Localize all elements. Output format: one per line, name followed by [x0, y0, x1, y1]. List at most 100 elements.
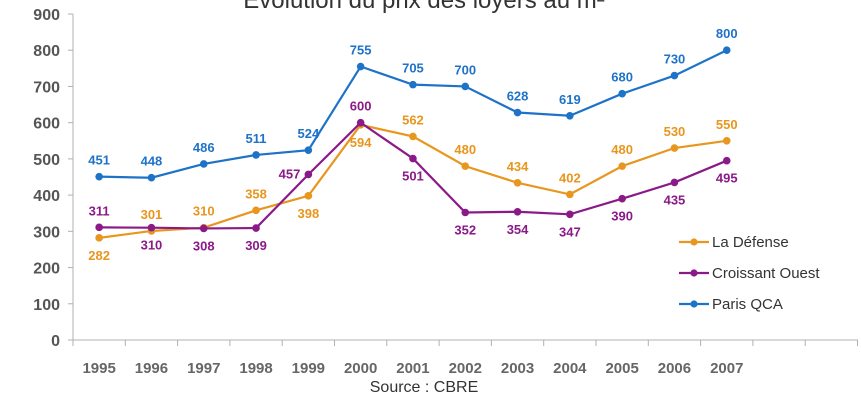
data-label-croissant-ouest: 501 — [402, 169, 424, 184]
data-label-paris-qca: 705 — [402, 61, 424, 76]
x-tick-label: 1998 — [239, 360, 272, 377]
x-tick-label: 2007 — [710, 360, 743, 377]
data-label-croissant-ouest: 354 — [507, 222, 529, 237]
data-label-la-d-fense: 434 — [507, 159, 529, 174]
chart-title: Evolution du prix des loyers au m² — [243, 0, 605, 14]
data-point-croissant-ouest — [304, 170, 313, 179]
data-point-la-d-fense — [513, 178, 522, 187]
y-tick-label: 300 — [33, 224, 60, 241]
x-tick-label: 1995 — [82, 360, 115, 377]
data-point-la-d-fense — [670, 144, 679, 152]
data-label-croissant-ouest: 308 — [193, 238, 215, 253]
data-point-la-d-fense — [722, 136, 731, 145]
data-point-paris-qca — [95, 172, 103, 181]
data-labels: 282 301 310 358 398 594 562 480 434 402 480 530 550 3… — [88, 26, 737, 263]
legend-marker-croissant-ouest — [690, 269, 698, 277]
data-label-paris-qca: 755 — [350, 43, 372, 58]
y-tick-label: 500 — [33, 152, 60, 169]
data-label-la-d-fense: 301 — [141, 207, 163, 222]
data-point-la-d-fense — [461, 162, 470, 170]
data-point-paris-qca — [199, 160, 208, 168]
data-label-paris-qca: 451 — [88, 153, 110, 168]
y-tick-label: 900 — [33, 7, 60, 24]
x-tick-label: 2006 — [658, 360, 691, 377]
data-point-croissant-ouest — [252, 224, 260, 232]
data-point-croissant-ouest — [513, 207, 522, 216]
data-label-paris-qca: 448 — [141, 154, 163, 169]
data-label-croissant-ouest: 310 — [141, 238, 163, 253]
data-label-croissant-ouest: 347 — [559, 224, 581, 239]
data-label-la-d-fense: 480 — [454, 142, 476, 157]
x-tick-label: 1999 — [292, 360, 325, 377]
data-label-croissant-ouest: 435 — [664, 192, 686, 207]
chart-source: Source : CBRE — [370, 379, 478, 396]
data-point-croissant-ouest — [409, 154, 417, 163]
data-label-croissant-ouest: 309 — [245, 238, 267, 253]
data-point-croissant-ouest — [356, 118, 365, 127]
data-label-la-d-fense: 398 — [297, 206, 319, 221]
data-label-la-d-fense: 282 — [88, 248, 110, 263]
data-point-croissant-ouest — [147, 223, 156, 232]
data-label-paris-qca: 700 — [454, 62, 476, 77]
data-point-paris-qca — [252, 151, 260, 159]
data-point-croissant-ouest — [722, 156, 731, 165]
data-point-croissant-ouest — [670, 178, 679, 187]
legend-marker-paris-qca — [690, 300, 698, 308]
y-tick-label: 400 — [33, 188, 60, 205]
data-point-la-d-fense — [304, 192, 313, 200]
data-point-la-d-fense — [566, 190, 574, 199]
y-tick-label: 0 — [51, 333, 60, 350]
data-point-croissant-ouest — [95, 223, 103, 232]
data-point-paris-qca — [409, 80, 417, 89]
data-label-paris-qca: 680 — [611, 70, 633, 85]
y-tick-label: 700 — [33, 79, 60, 96]
legend-label-la-d-fense: La Défense — [712, 234, 789, 251]
data-label-la-d-fense: 310 — [193, 204, 215, 219]
x-ticks: 1995 1996 1997 1998 1999 2000 2001 2002 2003 2004… — [72, 340, 858, 377]
data-label-croissant-ouest: 495 — [716, 171, 738, 186]
data-point-la-d-fense — [618, 162, 626, 170]
data-label-paris-qca: 511 — [246, 131, 267, 146]
legend-label-croissant-ouest: Croissant Ouest — [712, 265, 820, 282]
x-tick-label: 1997 — [187, 360, 220, 377]
data-point-croissant-ouest — [199, 224, 208, 233]
y-tick-label: 600 — [33, 116, 60, 133]
x-tick-label: 2003 — [501, 360, 534, 377]
x-tick-label: 2001 — [396, 360, 429, 377]
y-tick-label: 100 — [33, 297, 60, 314]
data-point-paris-qca — [356, 62, 365, 71]
data-label-paris-qca: 800 — [716, 26, 738, 41]
legend: La Défense Croissant Ouest Paris QCA — [679, 234, 820, 313]
data-label-croissant-ouest: 390 — [611, 209, 633, 224]
x-tick-label: 2002 — [449, 360, 482, 377]
x-tick-label: 1996 — [135, 360, 168, 377]
data-label-paris-qca: 524 — [297, 126, 319, 141]
data-point-croissant-ouest — [618, 194, 626, 203]
data-label-paris-qca: 619 — [559, 92, 581, 107]
data-label-croissant-ouest: 352 — [454, 222, 476, 237]
data-point-paris-qca — [513, 108, 522, 117]
data-point-paris-qca — [670, 71, 679, 80]
data-point-paris-qca — [722, 46, 731, 55]
data-label-paris-qca: 628 — [507, 89, 529, 104]
data-point-paris-qca — [461, 82, 470, 91]
data-label-paris-qca: 730 — [664, 52, 686, 67]
data-label-croissant-ouest: 311 — [89, 203, 110, 218]
data-label-croissant-ouest: 600 — [350, 99, 372, 114]
data-label-la-d-fense: 402 — [559, 170, 581, 185]
data-label-paris-qca: 486 — [193, 140, 215, 155]
data-point-croissant-ouest — [461, 208, 470, 217]
y-ticks: 0 100 200 300 400 500 600 700 800 900 — [33, 7, 73, 350]
series-group — [95, 46, 731, 242]
legend-marker-la-d-fense — [690, 238, 698, 246]
x-tick-label: 2005 — [605, 360, 638, 377]
data-label-la-d-fense: 562 — [402, 112, 424, 127]
y-tick-label: 800 — [33, 43, 60, 60]
data-point-paris-qca — [147, 173, 156, 182]
data-point-croissant-ouest — [566, 210, 574, 219]
data-point-la-d-fense — [252, 206, 260, 215]
data-point-la-d-fense — [409, 132, 417, 141]
data-point-paris-qca — [566, 111, 574, 120]
legend-label-paris-qca: Paris QCA — [712, 296, 783, 313]
